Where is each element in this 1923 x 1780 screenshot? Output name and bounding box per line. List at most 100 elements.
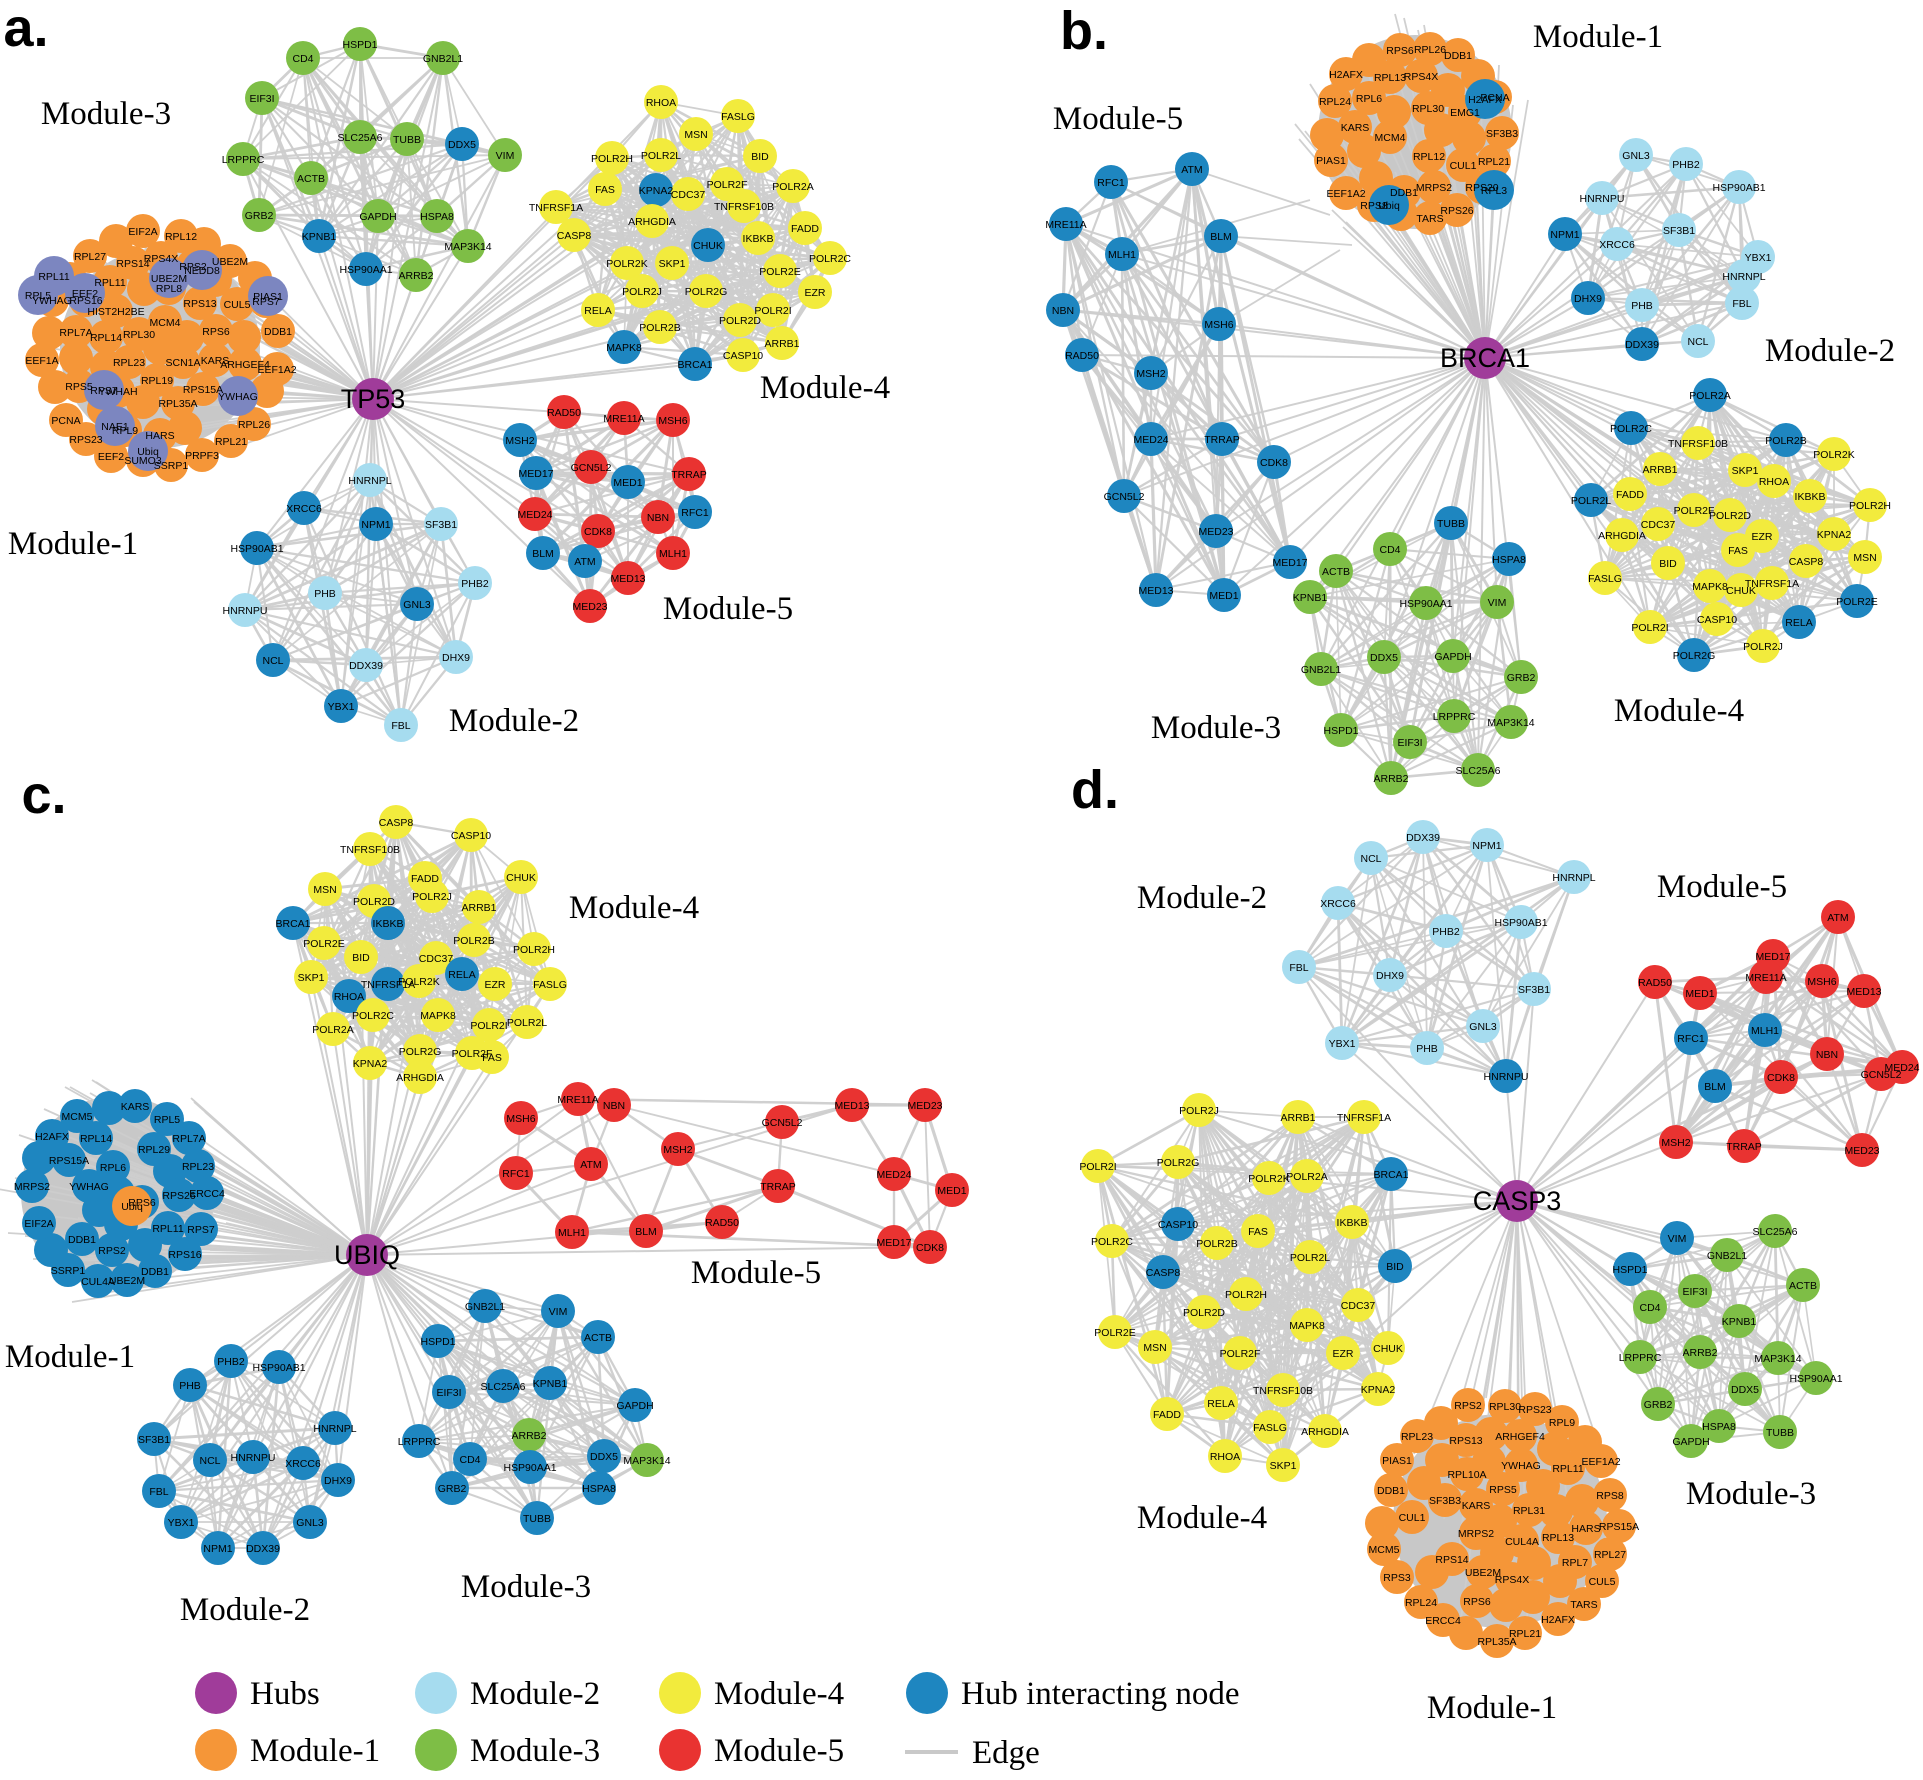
svg-text:RPS8: RPS8 <box>1596 1490 1624 1502</box>
svg-text:POLR2E: POLR2E <box>759 266 800 278</box>
svg-text:Module-4: Module-4 <box>1614 693 1744 729</box>
svg-text:RPS6: RPS6 <box>1463 1596 1491 1608</box>
svg-text:FASLG: FASLG <box>533 979 567 991</box>
svg-text:NBN: NBN <box>1052 305 1074 317</box>
svg-text:BID: BID <box>751 151 769 163</box>
svg-text:DDX5: DDX5 <box>1370 652 1398 664</box>
svg-text:POLR2B: POLR2B <box>1196 1238 1237 1250</box>
svg-text:DDX39: DDX39 <box>349 660 383 672</box>
svg-text:MCM4: MCM4 <box>150 317 181 329</box>
svg-text:CHUK: CHUK <box>1373 1343 1403 1355</box>
svg-text:POLR2A: POLR2A <box>772 181 813 193</box>
svg-text:CASP8: CASP8 <box>557 230 592 242</box>
svg-text:EEF1A2: EEF1A2 <box>1581 1456 1620 1468</box>
svg-text:FADD: FADD <box>1616 489 1644 501</box>
svg-text:POLR2L: POLR2L <box>507 1017 547 1029</box>
svg-text:CASP10: CASP10 <box>723 350 763 362</box>
svg-text:MED17: MED17 <box>876 1237 911 1249</box>
svg-text:KARS: KARS <box>1341 122 1370 134</box>
svg-text:Module-3: Module-3 <box>41 96 171 132</box>
svg-text:POLR2I: POLR2I <box>1631 622 1668 634</box>
svg-text:RPL30: RPL30 <box>1489 1401 1521 1413</box>
svg-text:GCN5L2: GCN5L2 <box>1861 1069 1902 1081</box>
svg-text:MLH1: MLH1 <box>1108 249 1136 261</box>
svg-text:ARRB1: ARRB1 <box>1280 1112 1315 1124</box>
svg-text:SF3B1: SF3B1 <box>138 1434 170 1446</box>
svg-text:RAD50: RAD50 <box>705 1217 739 1229</box>
svg-text:PHB2: PHB2 <box>1672 159 1700 171</box>
svg-text:FASLG: FASLG <box>1253 1422 1287 1434</box>
svg-text:LRPPRC: LRPPRC <box>1619 1352 1662 1364</box>
svg-text:HARS: HARS <box>145 430 174 442</box>
svg-text:VIM: VIM <box>1668 1233 1687 1245</box>
svg-text:Module-5: Module-5 <box>663 591 793 627</box>
svg-text:RFC1: RFC1 <box>681 507 709 519</box>
svg-text:MED13: MED13 <box>610 573 645 585</box>
svg-text:RPS7: RPS7 <box>187 1224 215 1236</box>
svg-text:POLR2A: POLR2A <box>1689 390 1730 402</box>
svg-text:ARRB1: ARRB1 <box>461 902 496 914</box>
svg-text:MAPK8: MAPK8 <box>420 1010 456 1022</box>
svg-text:POLR2K: POLR2K <box>606 258 647 270</box>
svg-text:HNRNPU: HNRNPU <box>231 1452 276 1464</box>
svg-text:RPL11: RPL11 <box>94 277 125 289</box>
svg-text:VIM: VIM <box>549 1306 568 1318</box>
svg-text:RPS15A: RPS15A <box>183 384 223 396</box>
svg-text:GAPDH: GAPDH <box>1434 651 1471 663</box>
svg-text:TNFRSF10B: TNFRSF10B <box>1668 438 1728 450</box>
svg-text:RPS3: RPS3 <box>1383 1572 1411 1584</box>
svg-text:SLC25A6: SLC25A6 <box>481 1381 526 1393</box>
svg-text:CDK8: CDK8 <box>1260 457 1288 469</box>
svg-text:POLR2C: POLR2C <box>809 253 851 265</box>
svg-text:RPS2: RPS2 <box>1454 1400 1482 1412</box>
svg-text:RPL9: RPL9 <box>1549 1417 1575 1429</box>
svg-text:HNRNPU: HNRNPU <box>1484 1071 1529 1083</box>
svg-text:RPS8: RPS8 <box>1360 200 1388 212</box>
svg-text:CASP8: CASP8 <box>1789 556 1824 568</box>
svg-text:POLR2K: POLR2K <box>398 976 439 988</box>
svg-text:YBX1: YBX1 <box>1745 252 1772 264</box>
svg-text:HNRNPU: HNRNPU <box>1580 193 1625 205</box>
svg-text:Module-1: Module-1 <box>1533 19 1663 55</box>
svg-text:MSH6: MSH6 <box>506 1113 535 1125</box>
svg-text:Module-4: Module-4 <box>760 370 890 406</box>
svg-text:FBL: FBL <box>1289 962 1308 974</box>
svg-text:RPS23: RPS23 <box>1518 1404 1551 1416</box>
svg-text:HNRNPL: HNRNPL <box>313 1423 356 1435</box>
svg-text:HSP90AA1: HSP90AA1 <box>339 264 392 276</box>
svg-text:HNRNPL: HNRNPL <box>1552 872 1595 884</box>
svg-text:PCNA: PCNA <box>1480 92 1509 104</box>
svg-text:ARHGDIA: ARHGDIA <box>396 1072 444 1084</box>
svg-text:POLR2K: POLR2K <box>1248 1173 1289 1185</box>
svg-text:BLM: BLM <box>532 548 554 560</box>
svg-text:MED23: MED23 <box>907 1100 942 1112</box>
svg-text:EIF2A: EIF2A <box>24 1218 53 1230</box>
svg-text:TARS: TARS <box>1570 1599 1597 1611</box>
svg-text:POLR2I: POLR2I <box>754 305 791 317</box>
svg-text:b.: b. <box>1060 1 1108 61</box>
svg-text:RPS5: RPS5 <box>1489 1484 1517 1496</box>
svg-text:VIM: VIM <box>496 150 515 162</box>
svg-text:DDB1: DDB1 <box>264 326 292 338</box>
svg-text:Ubiq: Ubiq <box>137 446 159 458</box>
svg-text:CD4: CD4 <box>1379 544 1400 556</box>
svg-text:PHB: PHB <box>179 1380 201 1392</box>
svg-text:RPS15A: RPS15A <box>49 1155 89 1167</box>
svg-text:NCL: NCL <box>199 1455 220 1467</box>
svg-text:TNFRSF1A: TNFRSF1A <box>361 979 415 991</box>
svg-text:RPL10A: RPL10A <box>1447 1469 1486 1481</box>
svg-text:RPS13: RPS13 <box>183 298 216 310</box>
svg-text:ARRB2: ARRB2 <box>1373 773 1408 785</box>
svg-text:FAS: FAS <box>1728 545 1748 557</box>
svg-text:RHOA: RHOA <box>334 991 364 1003</box>
svg-text:RPL30: RPL30 <box>1412 103 1444 115</box>
svg-text:HSP90AA1: HSP90AA1 <box>503 1462 556 1474</box>
svg-text:MCM5: MCM5 <box>1369 1544 1400 1556</box>
svg-text:GRB2: GRB2 <box>245 210 274 222</box>
svg-text:MAP3K14: MAP3K14 <box>1754 1353 1801 1365</box>
svg-text:MSH6: MSH6 <box>1807 976 1836 988</box>
svg-text:Module-3: Module-3 <box>470 1733 600 1769</box>
svg-text:NBN: NBN <box>1816 1049 1838 1061</box>
svg-text:RFC1: RFC1 <box>502 1168 530 1180</box>
svg-text:ATM: ATM <box>1181 164 1202 176</box>
